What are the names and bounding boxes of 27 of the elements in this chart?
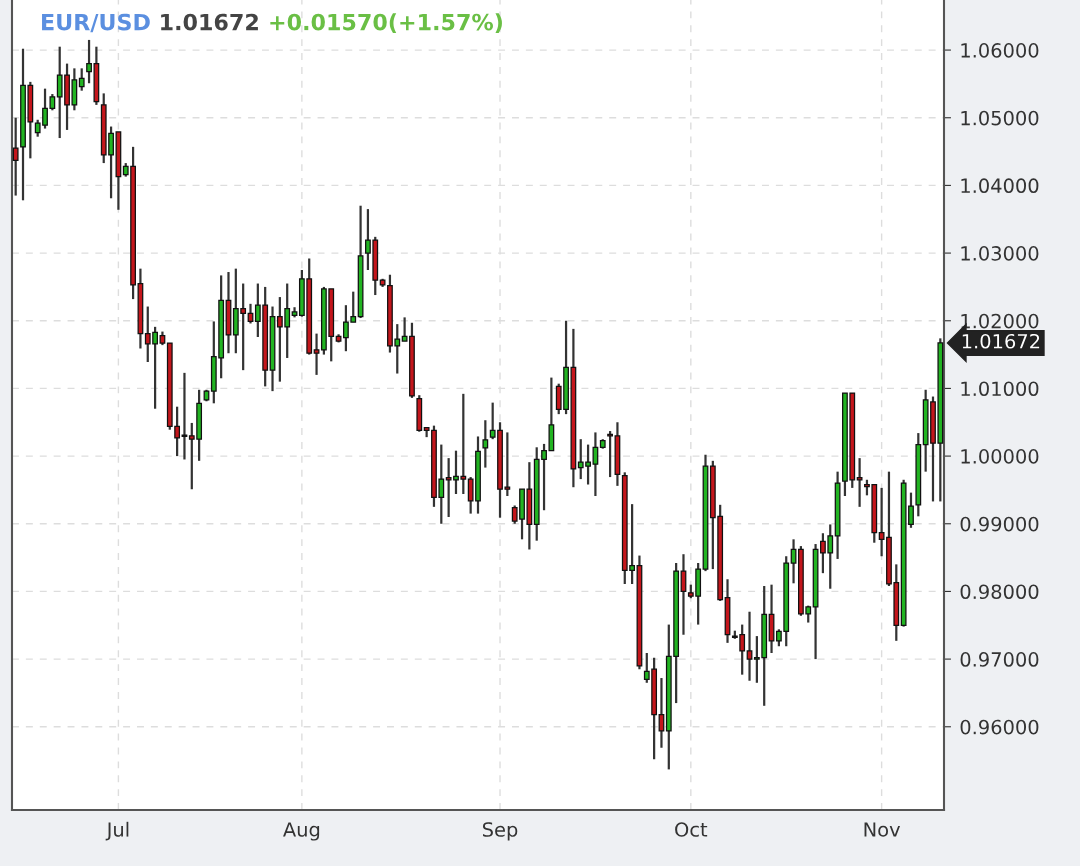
text: 1.01672 — [962, 333, 1040, 349]
x-tick-label: Nov — [864, 822, 901, 837]
candlestick — [746, 610, 753, 682]
y-tick-label: 0.98000 — [960, 584, 1039, 600]
candlestick — [856, 457, 863, 508]
x-tick-label: Aug — [283, 822, 320, 841]
y-tick-label: 1.01000 — [961, 381, 1039, 397]
chart-subtitle: 1.01672 — [161, 13, 258, 31]
candlestick — [78, 67, 85, 92]
y-tick-label: 1.03000 — [961, 246, 1039, 261]
y-tick-label: 1.06000 — [961, 43, 1039, 58]
annotation: +0.01570(+1.57%) — [270, 13, 502, 34]
text: EUR/USD — [42, 13, 150, 33]
y-tick-label: 1.04000 — [961, 178, 1039, 194]
candlestick — [12, 116, 19, 197]
candlestick — [482, 419, 489, 469]
x-tick-label: Oct — [675, 822, 708, 837]
candlestick — [181, 371, 188, 461]
y-tick-label: 1.02000 — [961, 313, 1039, 329]
y-tick-label: 0.96000 — [960, 719, 1039, 735]
y-tick-label: 0.99000 — [960, 516, 1039, 532]
y-tick-label: 1.00000 — [961, 449, 1039, 464]
y-tick-label: 1.05000 — [961, 110, 1039, 126]
x-tick-label: Jul — [105, 821, 129, 841]
candlestick — [313, 332, 320, 376]
x-tick-label: Sep — [482, 822, 518, 841]
y-tick-label: 0.97000 — [960, 652, 1039, 667]
